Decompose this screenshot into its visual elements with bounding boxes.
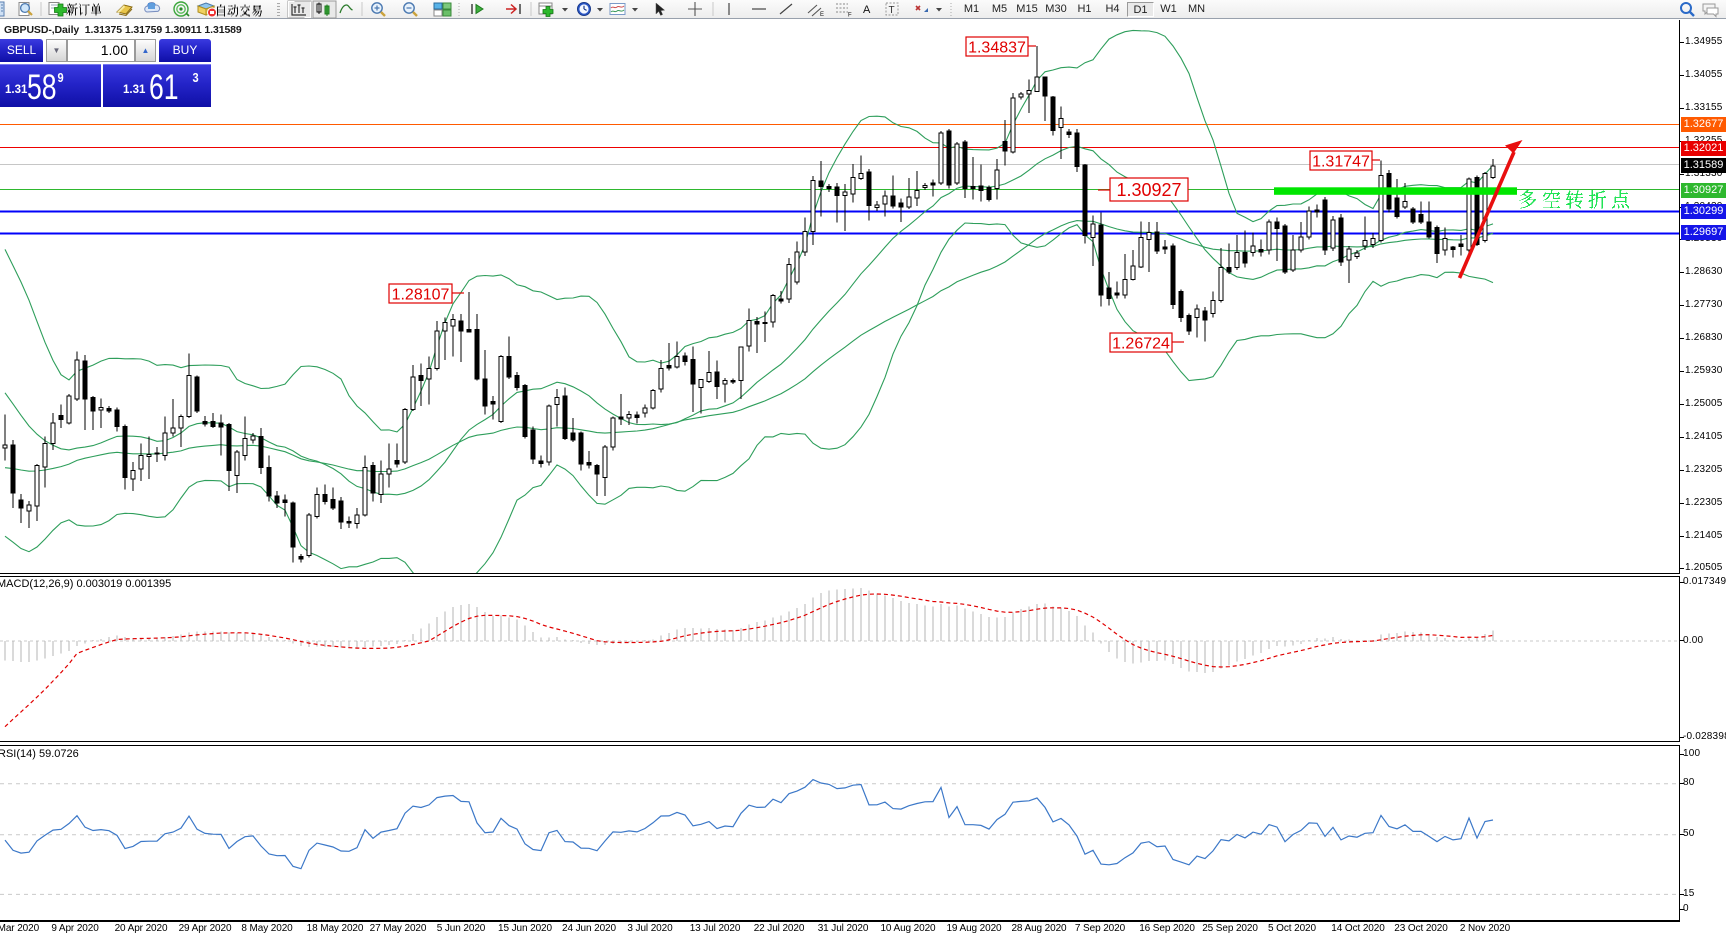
svg-text:1.34837: 1.34837 <box>968 39 1026 56</box>
svg-text:1.26724: 1.26724 <box>1112 335 1170 352</box>
svg-text:1.28107: 1.28107 <box>392 286 450 303</box>
svg-text:T: T <box>889 5 895 16</box>
svg-text:1.30927: 1.30927 <box>1116 180 1181 200</box>
svg-text:1.31747: 1.31747 <box>1312 153 1370 170</box>
svg-text:F: F <box>848 13 852 19</box>
svg-text:E: E <box>820 12 824 18</box>
svg-text:A: A <box>863 4 871 16</box>
